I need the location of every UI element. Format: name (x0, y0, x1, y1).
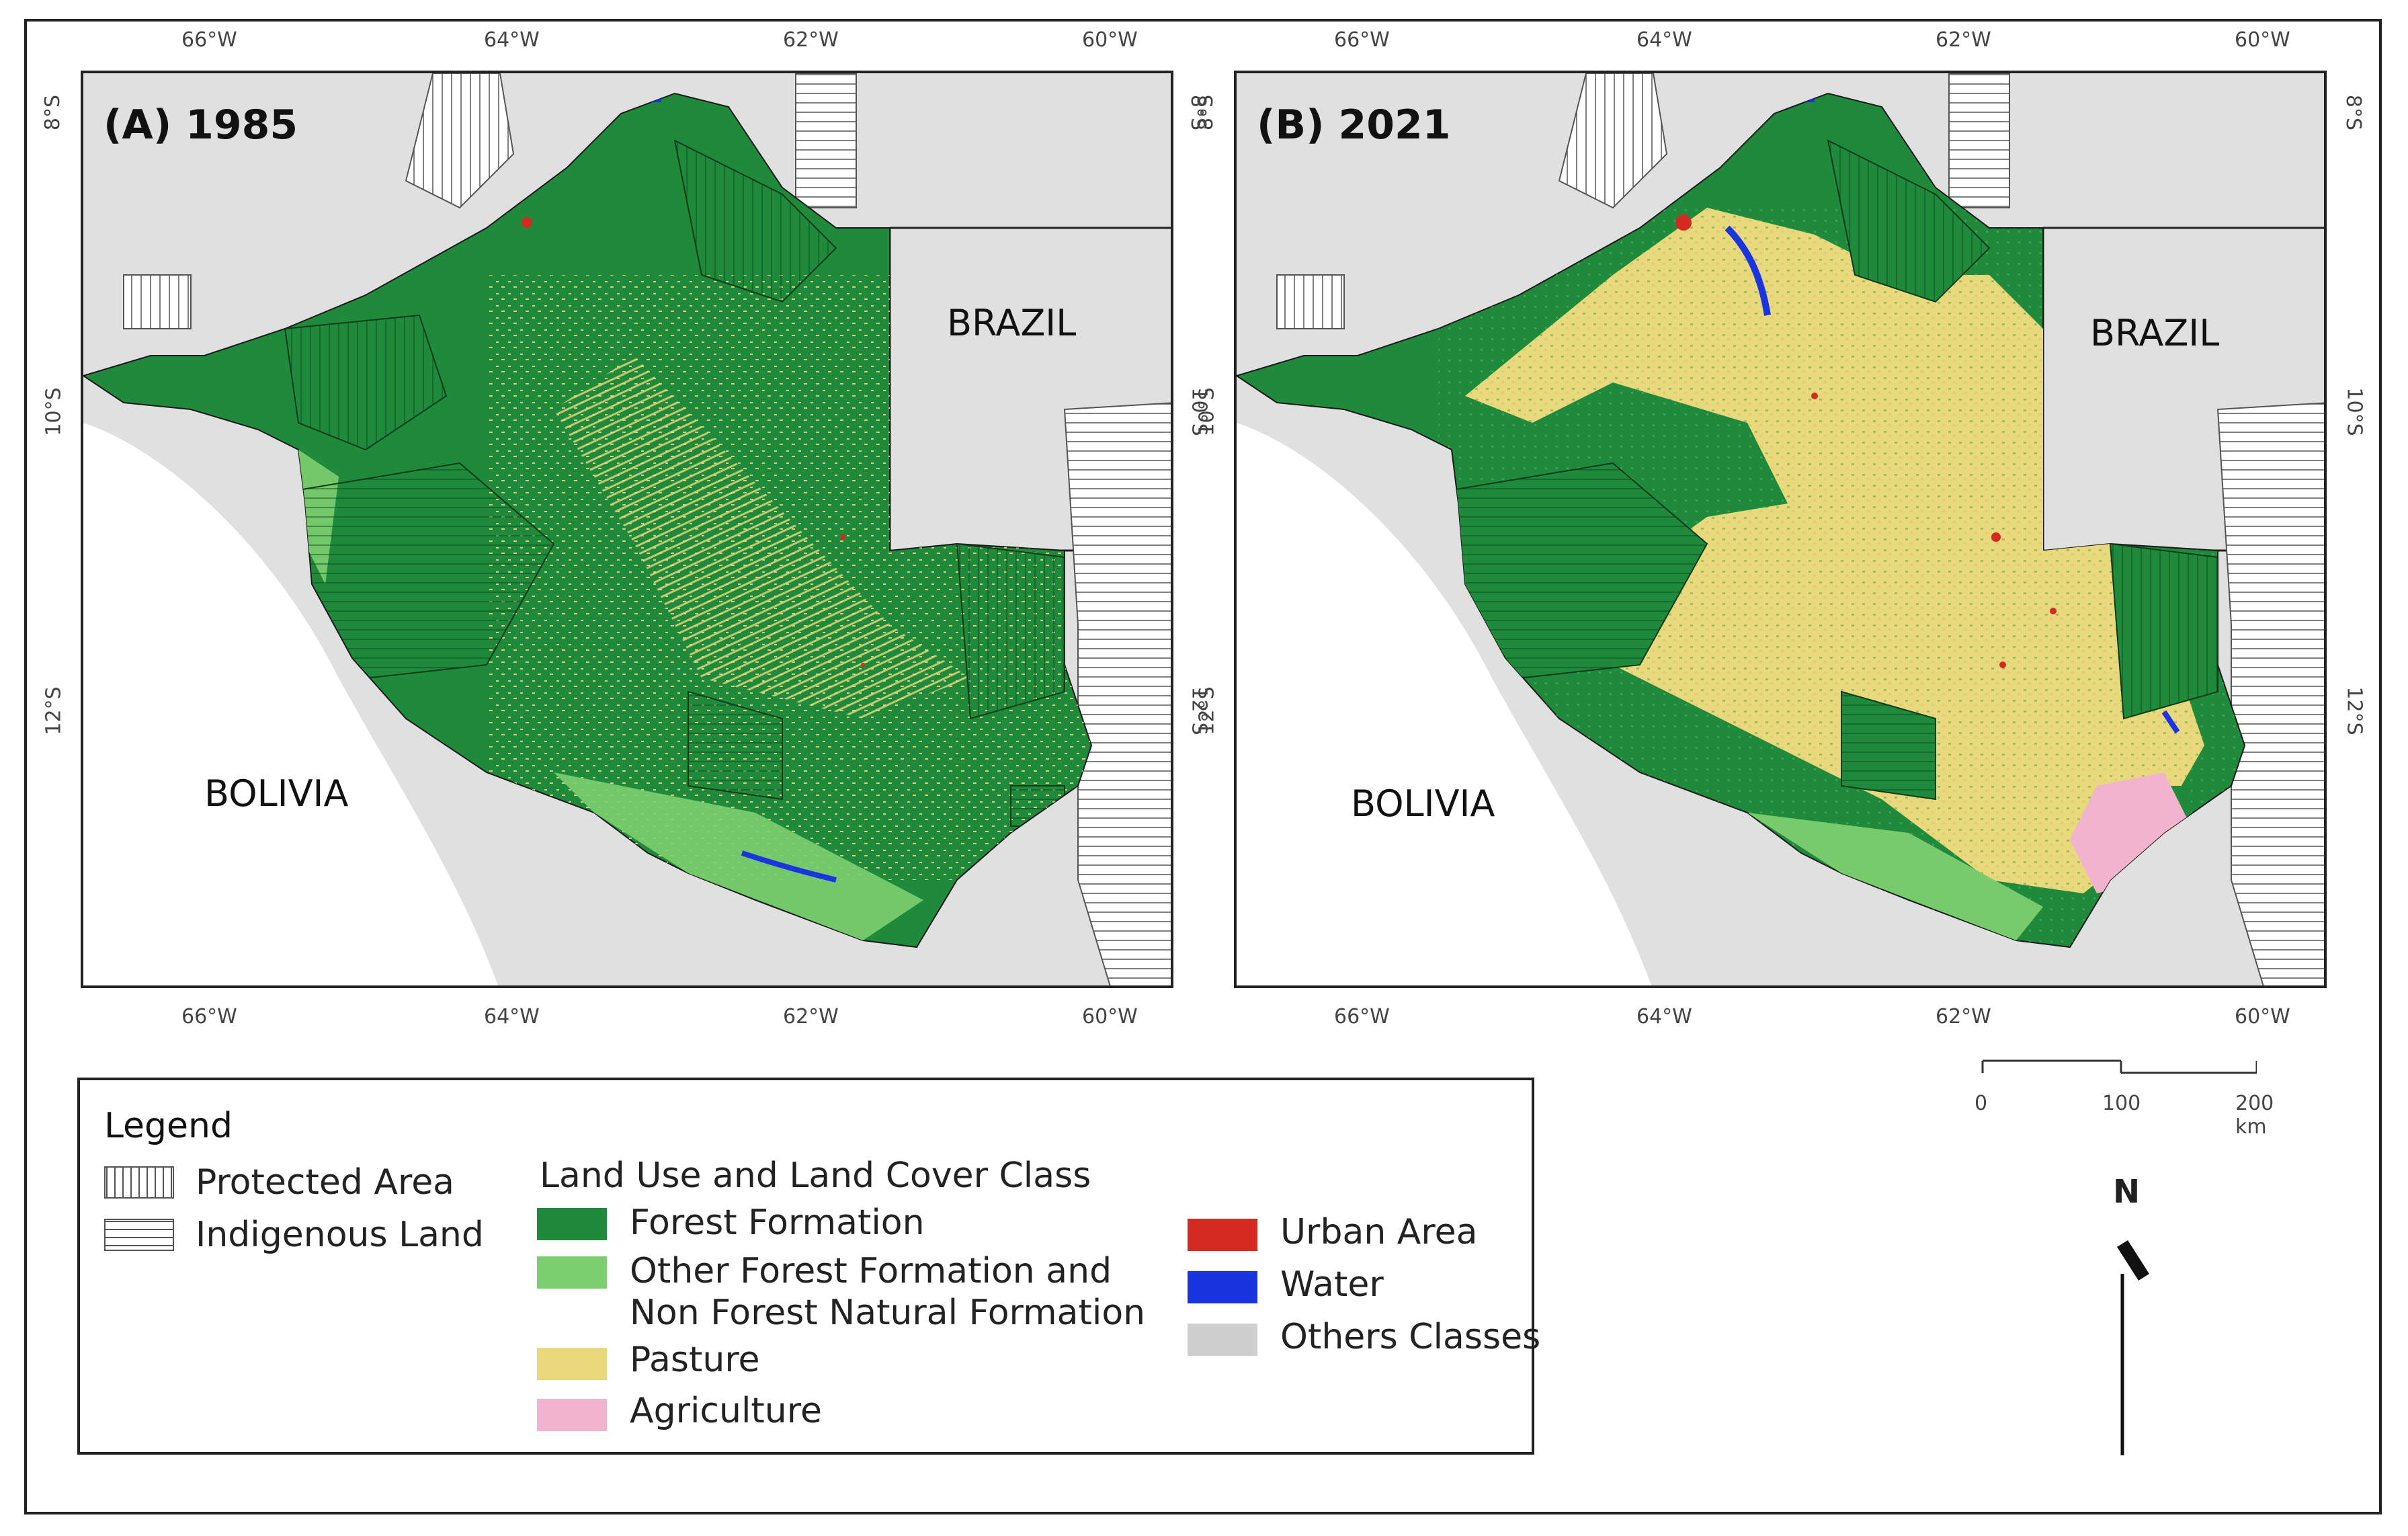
legend-label-agriculture: Agriculture (630, 1391, 822, 1431)
legend-label-pasture: Pasture (630, 1340, 760, 1380)
tick-bottom-60w-a: 60°W (1082, 1005, 1138, 1028)
north-arrow-graphic (2117, 1240, 2149, 1455)
panel-title-2021: (B) 2021 (1257, 102, 1451, 149)
bolivia-region-b (1237, 423, 1652, 985)
tick-left-12s-b: 12°S (1195, 686, 1219, 735)
label-brazil-b: BRAZIL (2090, 312, 2220, 354)
tick-left-8s-b: 8°S (1194, 94, 1218, 131)
map-1985-svg (83, 73, 1171, 985)
legend-label-indigenous-land: Indigenous Land (196, 1215, 484, 1255)
neighbor-protected-2 (123, 274, 192, 329)
protected-area-northwest (284, 314, 448, 451)
tick-top-66w-a: 66°W (181, 28, 237, 52)
legend-class-heading: Land Use and Land Cover Class (540, 1156, 1091, 1196)
urban-cacoal (861, 663, 865, 667)
protected-area-east (956, 542, 1065, 720)
reservoir-east-b (2161, 710, 2180, 734)
tick-bottom-62w-a: 62°W (783, 1005, 839, 1028)
indigenous-land-center (688, 690, 783, 801)
panel-title-1985: (A) 1985 (103, 102, 298, 149)
figure-frame (24, 19, 2382, 1514)
legend-label-forest-formation: Forest Formation (630, 1203, 925, 1243)
legend-label-others-classes: Others Classes (1280, 1317, 1541, 1357)
map-panel-1985: (A) 1985 BRAZIL BOLIVIA (81, 71, 1173, 988)
tick-right-12s-b: 12°S (2342, 686, 2366, 735)
neighbor-protected-1-b (1558, 73, 1668, 209)
label-bolivia: BOLIVIA (204, 772, 349, 815)
swatch-water (1188, 1271, 1257, 1303)
urban-rolim-b (1999, 661, 2006, 668)
swatch-pasture (537, 1348, 607, 1380)
protected-area-north-b (1827, 139, 1991, 303)
north-label: N (2113, 1173, 2141, 1211)
urban-porto-velho (522, 217, 532, 228)
legend-label-protected-area: Protected Area (196, 1162, 455, 1203)
tick-bottom-62w-b: 62°W (1936, 1005, 1991, 1028)
tick-top-64w-b: 64°W (1636, 28, 1692, 52)
tick-bottom-60w-b: 60°W (2235, 1005, 2290, 1028)
tick-top-62w-b: 62°W (1936, 28, 1991, 52)
protected-area-north (673, 139, 837, 303)
legend-label-other-forest-line1: Other Forest Formation and (630, 1251, 1112, 1291)
protected-area-east-b (2109, 542, 2218, 720)
scale-label-100: 100 (2102, 1092, 2141, 1115)
urban-ji-parana-b (1991, 532, 2001, 542)
tick-bottom-64w-a: 64°W (484, 1005, 540, 1028)
tick-left-10s-a: 10°S (42, 387, 66, 436)
tick-right-10s-b: 10°S (2342, 387, 2366, 436)
tick-left-8s-a: 8°S (41, 94, 65, 131)
other-forest-south-b (1747, 813, 2043, 940)
swatch-indigenous-land (104, 1219, 174, 1251)
tick-top-62w-a: 62°W (783, 28, 839, 52)
swatch-others-classes (1188, 1324, 1257, 1356)
urban-ariquemes-b (1811, 393, 1818, 399)
neighbor-indigenous-2 (1063, 402, 1171, 985)
scale-bar: 0 100 200 km (1975, 1054, 2274, 1139)
swatch-protected-area (104, 1166, 174, 1199)
neighbor-protected-1 (405, 73, 515, 209)
indigenous-land-center-b (1841, 690, 1936, 801)
legend-label-water: Water (1280, 1264, 1384, 1305)
reservoir-north-b (1725, 225, 1771, 316)
tick-bottom-66w-b: 66°W (1334, 1005, 1390, 1028)
legend-title: Legend (104, 1106, 233, 1146)
swatch-forest-formation (537, 1208, 607, 1240)
swatch-agriculture (537, 1399, 607, 1431)
tick-left-10s-b: 10°S (1195, 387, 1219, 436)
scale-bar-graphic (1981, 1059, 2258, 1074)
legend-label-other-forest-line2: Non Forest Natural Formation (630, 1293, 1146, 1333)
tick-top-60w-b: 60°W (2235, 28, 2290, 52)
label-bolivia-b: BOLIVIA (1351, 782, 1495, 825)
scale-label-200km: 200 km (2235, 1092, 2274, 1139)
neighbor-protected-2-b (1276, 274, 1345, 329)
scale-label-0: 0 (1975, 1092, 1988, 1115)
tick-bottom-66w-a: 66°W (181, 1005, 237, 1028)
swatch-urban-area (1188, 1219, 1257, 1251)
tick-right-8s-b: 8°S (2341, 94, 2366, 131)
map-2021-svg (1237, 73, 2324, 985)
tick-top-64w-a: 64°W (484, 28, 540, 52)
legend-label-urban-area: Urban Area (1280, 1212, 1478, 1252)
neighbor-indigenous-2-b (2216, 402, 2324, 985)
neighbor-indigenous-1-b (1948, 73, 2010, 208)
tick-top-66w-b: 66°W (1334, 28, 1390, 52)
tick-left-12s-a: 12°S (42, 686, 66, 735)
tick-top-60w-a: 60°W (1082, 28, 1138, 52)
tick-bottom-64w-b: 64°W (1636, 1005, 1692, 1028)
bolivia-region (83, 423, 499, 985)
swatch-other-forest (537, 1256, 607, 1289)
legend-box: Legend Protected Area Indigenous Land La… (77, 1078, 1540, 1455)
label-brazil: BRAZIL (947, 302, 1077, 344)
urban-cacoal-b (2050, 608, 2057, 614)
reservoir-south (741, 850, 837, 883)
map-panel-2021: (B) 2021 BRAZIL BOLIVIA (1234, 71, 2327, 988)
urban-porto-velho-b (1675, 214, 1692, 231)
urban-ji-parana (840, 534, 845, 540)
other-forest-south (554, 772, 923, 940)
neighbor-indigenous-1 (795, 73, 857, 208)
